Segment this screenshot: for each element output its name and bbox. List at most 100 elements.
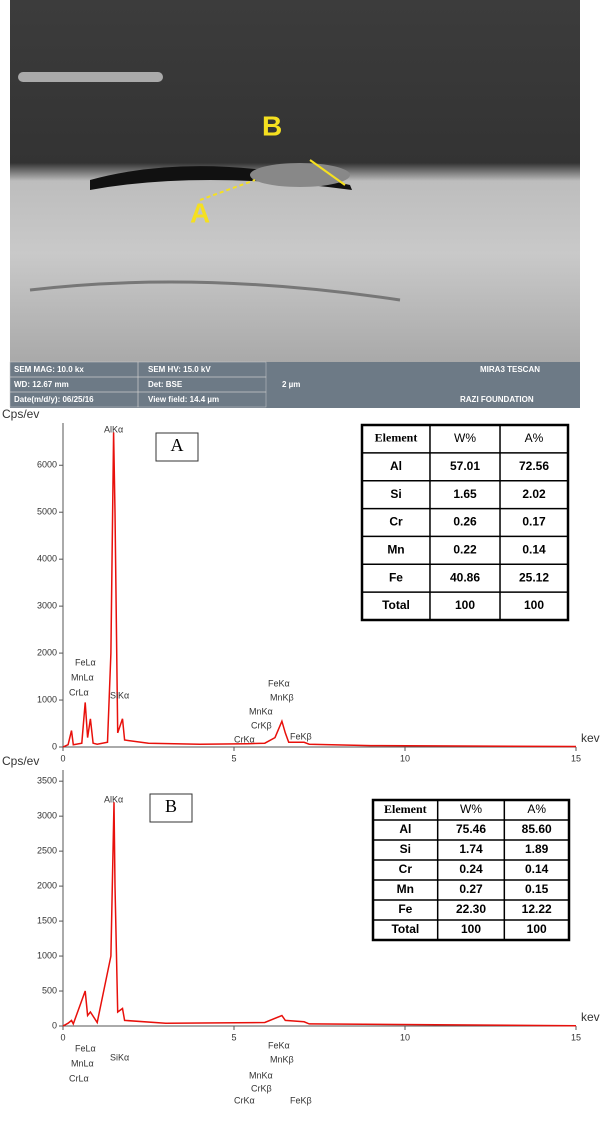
x-tick-label: 0 <box>60 1032 65 1042</box>
peak-label: FeLα <box>75 1043 96 1053</box>
x-axis-label: kev <box>581 731 600 745</box>
sem-info: SEM HV: 15.0 kV <box>148 365 211 374</box>
spectrum <box>62 432 577 748</box>
table-cell: Total <box>382 598 410 612</box>
table-cell: 57.01 <box>450 459 480 473</box>
table-header: A% <box>525 431 544 445</box>
peak-label: FeKβ <box>290 1095 312 1105</box>
table-header: W% <box>454 431 476 445</box>
info-cell <box>137 391 267 408</box>
table-cell: 1.74 <box>459 842 483 856</box>
x-tick-label: 10 <box>400 1032 410 1042</box>
peak-label: AlKα <box>104 794 123 804</box>
peak-label: MnKβ <box>270 1054 294 1064</box>
peak-label: MnLα <box>71 1058 94 1068</box>
table-cell: 100 <box>527 922 547 936</box>
peak-label: CrKβ <box>251 1083 272 1093</box>
table-cell: 0.14 <box>525 862 549 876</box>
table-header: Element <box>375 431 418 445</box>
peak-label: SiKα <box>110 1052 129 1062</box>
sem-info: Det: BSE <box>148 380 183 389</box>
table-header: Element <box>384 802 427 816</box>
y-tick-label: 2000 <box>37 880 57 890</box>
y-tick-label: 3000 <box>37 811 57 821</box>
sem-label: B <box>262 110 282 141</box>
table-cell: 0.22 <box>453 543 477 557</box>
table-cell: 1.65 <box>453 487 477 501</box>
panel-box <box>149 793 193 823</box>
sem-info: WD: 12.67 mm <box>14 380 69 389</box>
sem-info: SEM MAG: 10.0 kx <box>14 365 84 374</box>
table-cell: 2.02 <box>522 487 546 501</box>
peak-label: CrKα <box>234 734 255 744</box>
table-cell: Al <box>399 822 411 836</box>
table-cell: Mn <box>387 543 404 557</box>
table-cell: Cr <box>399 862 413 876</box>
table-cell: 0.27 <box>459 882 483 896</box>
peak-label: FeKβ <box>290 731 312 741</box>
peak-label: SiKα <box>110 690 129 700</box>
table-cell: 25.12 <box>519 570 549 584</box>
sem-info: RAZI FOUNDATION <box>460 395 534 404</box>
peak-label: MnLα <box>71 672 94 682</box>
panel-box <box>155 432 199 462</box>
y-tick-label: 0 <box>52 1020 57 1030</box>
table-cell: 0.26 <box>453 515 477 529</box>
y-tick-label: 1000 <box>37 694 57 704</box>
x-tick-label: 15 <box>571 1032 581 1042</box>
y-tick-label: 2000 <box>37 647 57 657</box>
sem-info: Date(m/d/y): 06/25/16 <box>14 395 94 404</box>
y-tick-label: 4000 <box>37 554 57 564</box>
y-tick-label: 3500 <box>37 776 57 786</box>
peak-label: MnKβ <box>270 692 294 702</box>
peak-label: MnKα <box>249 706 273 716</box>
peak-label: CrLα <box>69 1073 89 1083</box>
table-cell: 0.17 <box>522 515 546 529</box>
y-tick-label: 5000 <box>37 507 57 517</box>
table-cell: Fe <box>398 902 412 916</box>
y-tick-label: 2500 <box>37 846 57 856</box>
x-axis-label: kev <box>581 1010 600 1024</box>
table-header: A% <box>527 802 546 816</box>
y-tick-label: 3000 <box>37 601 57 611</box>
table-cell: Si <box>400 842 411 856</box>
panel-label: A <box>171 435 184 455</box>
y-axis-label: Cps/ev <box>2 754 39 768</box>
peak-label: FeKα <box>268 678 290 688</box>
table-header: W% <box>460 802 482 816</box>
peak-label: MnKα <box>249 1070 273 1080</box>
peak-label: AlKα <box>104 424 123 434</box>
table-border <box>371 798 571 942</box>
y-tick-label: 1500 <box>37 915 57 925</box>
peak-label: CrLα <box>69 687 89 697</box>
table-cell: Al <box>390 459 402 473</box>
y-tick-label: 1000 <box>37 950 57 960</box>
table-cell: 22.30 <box>456 902 486 916</box>
table-cell: 100 <box>524 598 544 612</box>
spectrum <box>62 802 577 1027</box>
table-cell: 40.86 <box>450 570 480 584</box>
x-tick-label: 15 <box>571 753 581 763</box>
y-axis-label: Cps/ev <box>2 407 39 421</box>
table-cell: 0.14 <box>522 543 546 557</box>
table-border <box>360 423 570 622</box>
table-cell: 72.56 <box>519 459 549 473</box>
sem-info: MIRA3 TESCAN <box>480 365 540 374</box>
table-cell: 0.15 <box>525 882 549 896</box>
table-cell: 85.60 <box>522 822 552 836</box>
table-cell: 12.22 <box>522 902 552 916</box>
sem-label: A <box>190 197 210 228</box>
table-cell: Total <box>391 922 419 936</box>
x-tick-label: 5 <box>231 1032 236 1042</box>
x-tick-label: 0 <box>60 753 65 763</box>
table-cell: Fe <box>389 570 403 584</box>
sem-info: View field: 14.4 µm <box>148 395 219 404</box>
table-cell: 100 <box>455 598 475 612</box>
table-cell: 75.46 <box>456 822 486 836</box>
y-tick-label: 0 <box>52 741 57 751</box>
peak-label: CrKα <box>234 1095 255 1105</box>
peak-label: CrKβ <box>251 720 272 730</box>
table-cell: Cr <box>389 515 403 529</box>
